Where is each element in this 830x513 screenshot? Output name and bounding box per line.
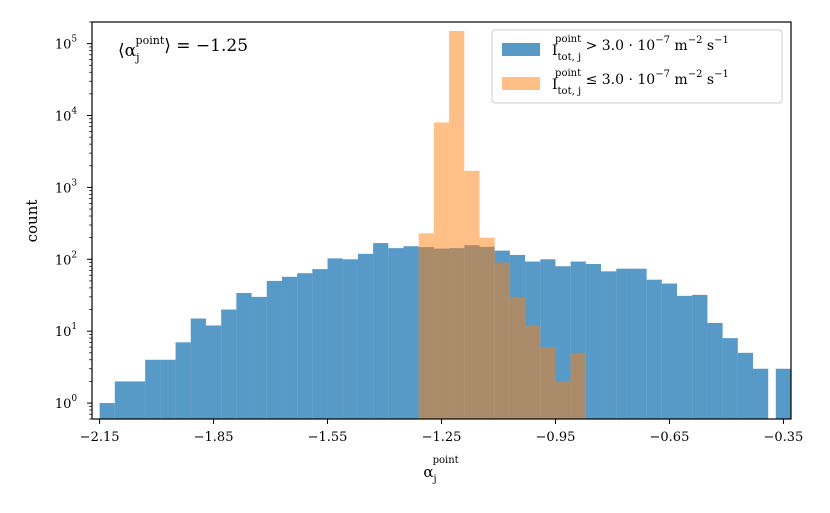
series-below-threshold (418, 30, 586, 419)
legend-swatch-blue (502, 43, 540, 56)
orange-bar-0 (418, 233, 434, 419)
orange-bar-6 (509, 296, 526, 419)
blue-bar-7 (205, 325, 222, 419)
blue-bar-2 (129, 381, 146, 419)
blue-bar-34 (616, 268, 632, 419)
blue-bar-8 (221, 309, 237, 419)
blue-bar-30 (555, 266, 571, 419)
blue-bar-6 (190, 318, 206, 419)
blue-bar-17 (357, 253, 374, 419)
y-tick-label: 100 (55, 394, 78, 412)
blue-bar-35 (631, 268, 647, 419)
x-tick-label: −2.15 (80, 430, 120, 445)
orange-bar-5 (494, 262, 510, 419)
orange-bar-3 (464, 170, 480, 419)
orange-bar-2 (449, 30, 465, 419)
mean-annotation: ⟨αjpoint⟩ = −1.25 (118, 34, 248, 64)
blue-bar-10 (251, 296, 267, 419)
y-tick-label: 101 (55, 322, 77, 340)
blue-bar-32 (585, 263, 602, 419)
x-tick-label: −1.85 (194, 430, 234, 445)
x-tick-label: −1.55 (308, 430, 348, 445)
blue-bar-16 (342, 259, 358, 419)
legend-swatch-orange (502, 77, 540, 90)
x-axis: −2.15 −1.85 −1.55 −1.25 −0.95 −0.65 −0.35 (80, 419, 803, 445)
blue-bar-13 (297, 273, 313, 419)
legend-box (491, 29, 783, 104)
blue-bar-9 (236, 292, 252, 419)
blue-bar-5 (175, 342, 191, 419)
blue-bar-3 (145, 359, 161, 419)
blue-bar-41 (722, 338, 738, 419)
orange-bar-9 (555, 381, 571, 419)
blue-bar-11 (266, 280, 282, 419)
blue-bar-0 (99, 403, 115, 419)
x-tick-label: −1.25 (422, 430, 462, 445)
blue-bar-43 (753, 368, 769, 419)
y-tick-label: 103 (55, 178, 78, 196)
blue-bar-45 (775, 368, 791, 419)
blue-bar-19 (388, 248, 404, 419)
blue-bar-4 (160, 359, 176, 419)
blue-bar-1 (114, 381, 130, 419)
blue-bar-42 (737, 352, 754, 419)
x-tick-label: −0.35 (763, 430, 803, 445)
x-axis-label: αjpoint (423, 455, 458, 485)
orange-bar-4 (479, 237, 495, 419)
blue-bar-33 (601, 271, 617, 419)
blue-bar-12 (281, 276, 298, 419)
y-axis-label: count (23, 200, 41, 243)
blue-bar-40 (707, 322, 723, 419)
x-tick-label: −0.65 (650, 430, 690, 445)
orange-bar-1 (433, 122, 450, 419)
blue-bar-14 (312, 269, 328, 419)
blue-bar-20 (403, 246, 419, 419)
y-tick-label: 104 (55, 107, 78, 125)
blue-bar-18 (373, 243, 389, 419)
blue-bar-15 (327, 258, 343, 419)
blue-bar-36 (646, 279, 662, 419)
orange-bar-7 (525, 325, 541, 419)
legend: Itot, jpoint > 3.0 · 10−7 m−2 s−1 Itot, … (491, 29, 783, 104)
x-tick-label: −0.95 (536, 430, 576, 445)
orange-bar-8 (540, 347, 556, 419)
blue-bar-37 (661, 283, 678, 419)
y-tick-label: 102 (55, 250, 77, 268)
orange-bar-10 (570, 352, 586, 419)
y-axis: 100 101 102 103 104 105 (55, 21, 92, 420)
blue-bar-39 (692, 294, 708, 419)
blue-bar-38 (677, 295, 693, 419)
y-tick-label: 105 (55, 35, 78, 53)
